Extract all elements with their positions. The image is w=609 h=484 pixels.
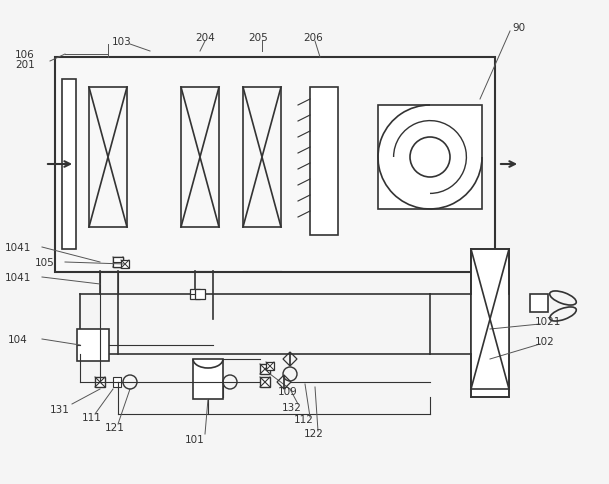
Bar	[62, 80, 76, 249]
Bar	[113, 257, 123, 268]
Text: 1041: 1041	[5, 272, 32, 283]
Bar	[260, 377, 270, 387]
Text: 201: 201	[15, 60, 35, 70]
Bar	[113, 377, 121, 387]
Text: 122: 122	[304, 428, 324, 438]
Bar	[378, 106, 482, 210]
Bar	[190, 289, 200, 300]
Bar	[55, 58, 495, 272]
Text: 112: 112	[294, 414, 314, 424]
Text: 109: 109	[278, 386, 298, 396]
Text: 206: 206	[303, 33, 323, 43]
Bar	[95, 377, 105, 387]
Bar	[310, 88, 338, 236]
Text: 101: 101	[185, 434, 205, 444]
Text: 121: 121	[105, 422, 125, 432]
Bar	[266, 362, 274, 370]
Bar	[77, 329, 109, 361]
Text: 102: 102	[535, 336, 555, 346]
Text: 205: 205	[248, 33, 268, 43]
Bar	[260, 364, 270, 374]
Text: 204: 204	[195, 33, 215, 43]
Text: 104: 104	[8, 334, 28, 344]
Text: 1041: 1041	[5, 242, 32, 253]
Text: 90: 90	[512, 23, 525, 33]
Bar	[530, 294, 548, 312]
Bar	[193, 359, 223, 399]
Text: 103: 103	[112, 37, 132, 47]
Text: 106: 106	[15, 50, 35, 60]
Bar	[121, 260, 129, 269]
Bar	[195, 289, 205, 300]
Text: 132: 132	[282, 402, 302, 412]
Text: 1021: 1021	[535, 317, 561, 326]
Text: 111: 111	[82, 412, 102, 422]
Text: 105: 105	[35, 257, 55, 268]
Bar	[113, 257, 123, 268]
Text: 131: 131	[50, 404, 70, 414]
Bar	[471, 249, 509, 397]
